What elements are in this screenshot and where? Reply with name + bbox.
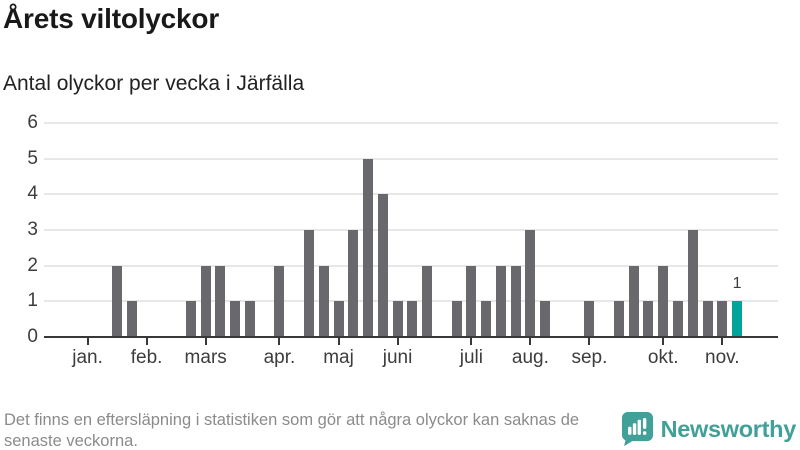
gridline [44, 121, 778, 124]
bar [304, 229, 314, 337]
bar [363, 158, 374, 337]
y-axis-label: 1 [27, 290, 38, 312]
y-axis-label: 6 [27, 111, 38, 133]
bar [274, 265, 285, 337]
x-axis-label: aug. [511, 347, 549, 368]
x-axis-tick [204, 338, 207, 345]
bar [407, 301, 418, 337]
bar [200, 265, 211, 337]
x-axis-tick [470, 338, 473, 345]
bar [244, 301, 255, 337]
bar [451, 301, 462, 337]
bar [643, 301, 654, 337]
x-axis-label: sep. [571, 347, 608, 368]
x-axis-label: juli [459, 347, 483, 368]
y-axis-label: 3 [27, 218, 38, 240]
bar [392, 301, 403, 337]
page-title: Årets viltolyckor [3, 3, 220, 34]
bar [658, 265, 669, 337]
x-axis-label: maj [323, 347, 354, 368]
y-axis-label: 0 [27, 326, 38, 347]
x-axis-tick [86, 338, 89, 345]
x-axis-label: mars [184, 347, 227, 368]
bar [126, 301, 137, 337]
gridline [44, 228, 778, 231]
x-axis-tick [278, 338, 281, 345]
bar [112, 265, 123, 337]
y-axis-label: 5 [27, 147, 38, 169]
bar [215, 265, 226, 337]
bar [702, 301, 713, 337]
footer-note: Det finns en eftersläpning i statistiken… [4, 411, 580, 450]
bar [230, 301, 241, 337]
bar [628, 265, 639, 337]
bar [584, 301, 595, 337]
x-axis-label: feb. [130, 347, 163, 368]
bar [717, 301, 728, 337]
x-axis-tick [721, 338, 724, 345]
newsworthy-logo-icon [621, 412, 653, 447]
x-axis-tick [588, 338, 591, 345]
highlight-bar [732, 301, 743, 337]
newsworthy-brand-link[interactable]: Newsworthy [621, 411, 796, 447]
chart-subtitle: Antal olyckor per vecka i Järfälla [3, 72, 305, 95]
bar [540, 301, 551, 337]
bar [481, 301, 492, 337]
bar [687, 229, 698, 337]
x-axis-line [44, 336, 778, 338]
y-axis-label: 2 [27, 254, 38, 276]
bar [510, 265, 521, 337]
x-axis-tick [396, 338, 399, 345]
bar [495, 265, 506, 337]
bar [525, 229, 536, 337]
gridline [44, 193, 778, 196]
bar-chart: 0 1 2 3 4 5 6 jan. feb. mars apr. maj juni juli aug. se… [27, 111, 778, 368]
bar [348, 229, 359, 337]
bar [333, 301, 344, 337]
bar [185, 301, 196, 337]
bar [422, 265, 433, 337]
x-axis-label: okt. [647, 347, 679, 368]
x-axis-tick [529, 338, 532, 345]
y-axis-label: 4 [27, 183, 38, 205]
bar [673, 301, 683, 337]
x-axis-label: apr. [263, 347, 296, 368]
bar [613, 301, 624, 337]
bar-value-label: 1 [732, 275, 742, 293]
bar [466, 265, 477, 337]
x-axis-tick [662, 338, 665, 345]
x-axis-tick [145, 338, 148, 345]
newsworthy-wordmark: Newsworthy [660, 415, 797, 442]
x-axis-label: jan. [72, 347, 103, 368]
bar [318, 265, 329, 337]
bar [377, 194, 388, 337]
x-axis-label: juni [382, 347, 413, 368]
gridline [44, 157, 778, 160]
x-axis-label: nov. [705, 347, 740, 368]
gridline [44, 264, 778, 267]
x-axis-tick [337, 338, 340, 345]
